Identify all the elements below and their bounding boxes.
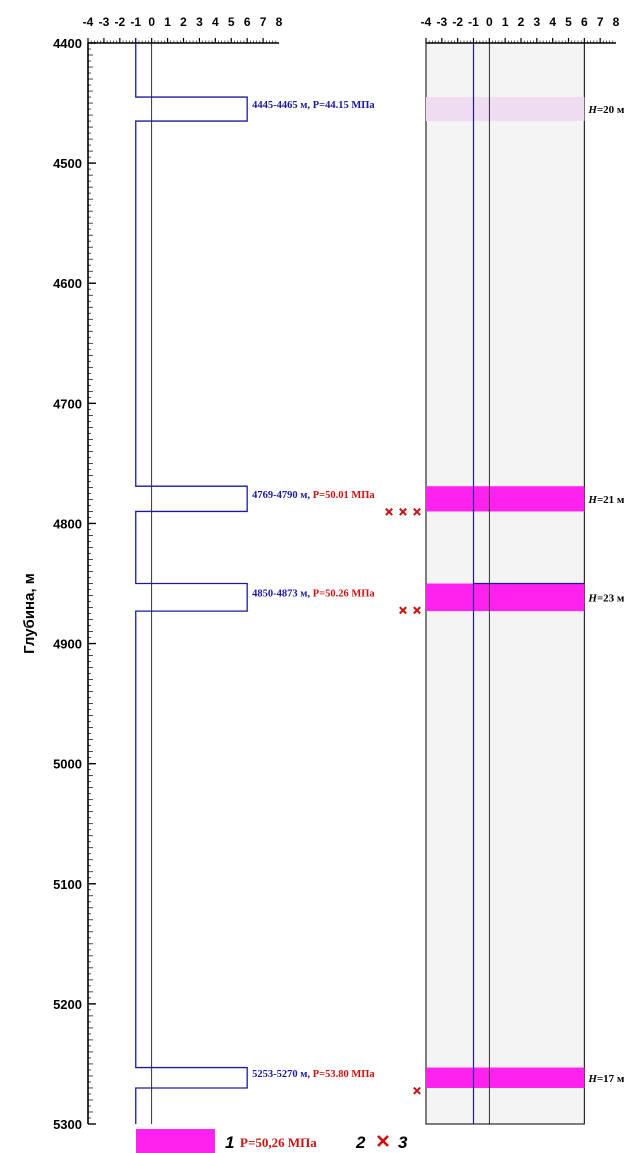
depth-tick-label: 5100 (53, 877, 82, 892)
right-layer-fill-2 (426, 486, 585, 512)
depth-tick-label: 5200 (53, 997, 82, 1012)
interval-depth-text: 4445-4465 м, (252, 100, 313, 111)
depth-tick-label: 4800 (53, 516, 82, 531)
pressure-cross-marker (399, 507, 407, 516)
pressure-cross-marker (399, 606, 407, 615)
thickness-value: 21 м (603, 494, 625, 506)
cross-stroke (413, 1086, 421, 1095)
legend-pressure-sample: P=50,26 МПа (240, 1135, 317, 1150)
left-x-tick-label: 2 (180, 15, 187, 29)
left-x-tick-label: -1 (130, 15, 141, 29)
left-x-tick-label: 3 (196, 15, 203, 29)
interval-pressure-text: P=50.26 МПа (313, 588, 376, 599)
thickness-value: 23 м (603, 592, 625, 604)
interval-label-2: 4769-4790 м, P=50.01 МПа (252, 490, 375, 501)
interval-label-4: 5253-5270 м, P=53.80 МПа (252, 1069, 375, 1080)
left-curve-line (135, 43, 248, 1124)
right-x-tick-label: 4 (549, 15, 556, 29)
left-x-tick-label: -2 (114, 15, 125, 29)
right-x-tick-label: 0 (486, 15, 493, 29)
thickness-label-4: H=17 м (587, 1073, 625, 1085)
thickness-symbol: H= (587, 494, 603, 506)
thickness-symbol: H= (587, 592, 603, 604)
thickness-value: 20 м (603, 104, 625, 116)
interval-label-3: 4850-4873 м, P=50.26 МПа (252, 588, 375, 599)
depth-tick-label: 5300 (53, 1117, 82, 1132)
legend-number-3: 3 (398, 1133, 408, 1152)
left-x-tick-label: 6 (244, 15, 251, 29)
right-layer-fill-3 (426, 583, 585, 612)
pressure-cross-marker (385, 507, 393, 516)
right-x-tick-label: 8 (613, 15, 620, 29)
depth-axis-title: Глубина, м (21, 573, 38, 654)
pressure-cross-marker (413, 1086, 421, 1095)
right-x-tick-label: -4 (421, 15, 432, 29)
cross-stroke (413, 507, 421, 516)
left-x-tick-label: 7 (260, 15, 267, 29)
depth-tick-label: 5000 (53, 757, 82, 772)
left-x-tick-label: -3 (99, 15, 110, 29)
interval-depth-text: 4850-4873 м, (252, 588, 313, 599)
pressure-cross-marker (413, 606, 421, 615)
right-x-tick-label: -2 (452, 15, 463, 29)
interval-pressure-text: P=50.01 МПа (313, 490, 376, 501)
depth-tick-label: 4400 (53, 36, 82, 51)
thickness-label-3: H=23 м (587, 592, 625, 604)
right-x-tick-label: 7 (597, 15, 604, 29)
left-x-tick-label: 8 (276, 15, 283, 29)
right-x-tick-label: 2 (518, 15, 525, 29)
interval-pressure-text: P=44.15 МПа (313, 100, 376, 111)
left-x-tick-label: -4 (83, 15, 94, 29)
left-x-tick-label: 0 (148, 15, 155, 29)
pressure-cross-marker (413, 507, 421, 516)
right-layer-fill-4 (426, 1067, 585, 1088)
depth-axis: 4400 4500 4600 4700 4800 4900 5000 5100 5200 5300… (21, 36, 96, 1132)
depth-tick-label: 4700 (53, 396, 82, 411)
cross-stroke (413, 606, 421, 615)
thickness-symbol: H= (587, 104, 603, 116)
cross-stroke (399, 507, 407, 516)
legend: 1 P=50,26 МПа 2 3 (136, 1129, 408, 1153)
thickness-symbol: H= (587, 1073, 603, 1085)
right-layers: H=20 мH=21 мH=23 мH=17 м (426, 43, 625, 1124)
left-x-axis: -4 -3 -2 -1 0 1 2 3 4 5 6 7 8 (83, 15, 283, 44)
right-layer-fill-1 (426, 97, 585, 122)
interval-labels: 4445-4465 м, P=44.15 МПа 4769-4790 м, P=5… (252, 100, 421, 1095)
depth-tick-label: 4900 (53, 637, 82, 652)
interval-pressure-text: P=53.80 МПа (313, 1069, 376, 1080)
depth-tick-label: 4600 (53, 276, 82, 291)
left-x-tick-label: 1 (164, 15, 171, 29)
right-x-tick-label: -1 (468, 15, 479, 29)
legend-number-2: 2 (355, 1133, 366, 1152)
right-x-tick-label: 6 (581, 15, 588, 29)
right-x-tick-label: -3 (436, 15, 447, 29)
right-x-tick-label: 3 (533, 15, 540, 29)
legend-cross-stroke (377, 1135, 389, 1147)
cross-stroke (385, 507, 393, 516)
legend-swatch (136, 1129, 215, 1153)
interval-label-1: 4445-4465 м, P=44.15 МПа (252, 100, 375, 111)
thickness-label-2: H=21 м (587, 494, 625, 506)
interval-depth-text: 4769-4790 м, (252, 490, 313, 501)
left-x-tick-label: 4 (212, 15, 219, 29)
cross-stroke (399, 606, 407, 615)
right-x-axis: -4 -3 -2 -1 0 1 2 3 4 5 6 7 8 (421, 15, 620, 44)
left-x-tick-label: 5 (228, 15, 235, 29)
interval-depth-text: 5253-5270 м, (252, 1069, 313, 1080)
depth-tick-label: 4500 (53, 156, 82, 171)
right-x-tick-label: 5 (565, 15, 572, 29)
right-x-tick-label: 1 (502, 15, 509, 29)
legend-cross-icon (377, 1135, 389, 1147)
thickness-value: 17 м (603, 1073, 625, 1085)
thickness-label-1: H=20 м (587, 104, 625, 116)
left-interval-curve (135, 43, 248, 1124)
legend-number-1: 1 (225, 1133, 234, 1152)
